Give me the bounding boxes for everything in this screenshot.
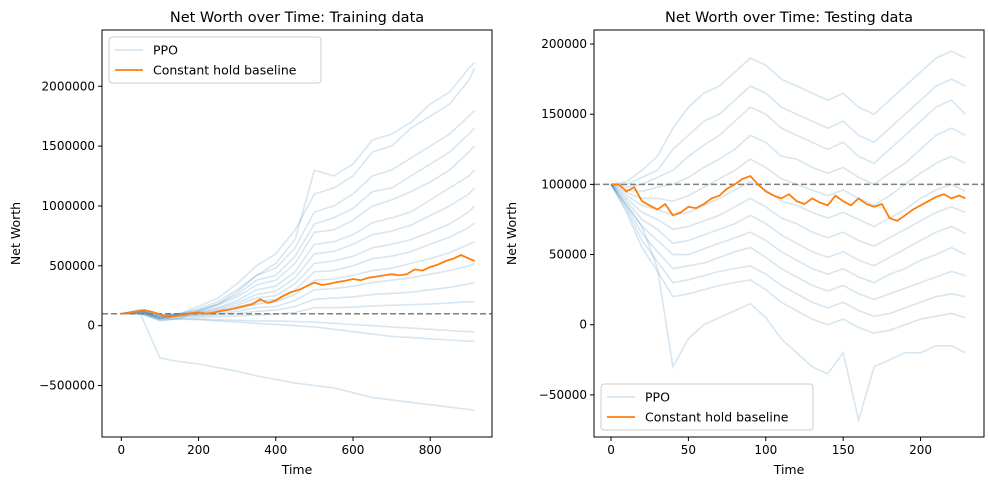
axes-frame: [101, 29, 493, 438]
ppo-run-line-10: [121, 281, 475, 319]
x-tick-label: 50: [681, 443, 696, 457]
y-tick-label: 200000: [541, 37, 587, 51]
legend-label: Constant hold baseline: [645, 410, 789, 425]
axes-frame: [593, 29, 985, 438]
ppo-run-line-15: [121, 61, 476, 322]
y-tick-label: 1500000: [42, 139, 95, 153]
plot-area: [594, 50, 984, 424]
y-tick-label: 0: [87, 319, 95, 333]
ppo-run-line-11: [121, 300, 475, 320]
ppo-run-line-13: [121, 312, 475, 342]
y-tick-label: −50000: [539, 388, 587, 402]
chart-training: 0 200 400 600 800 −500000 0 500000 1000000 150000…: [8, 10, 493, 477]
ppo-run-line-4: [610, 155, 966, 207]
x-axis-label: Time: [773, 462, 805, 477]
ppo-run-line-2: [610, 99, 966, 189]
ppo-run-line-6: [610, 183, 966, 247]
ppo-run-line-0: [610, 50, 966, 186]
y-tick-label: 1000000: [42, 199, 95, 213]
ppo-run-line-5: [610, 180, 966, 228]
plot-area: [102, 61, 492, 412]
ppo-run-line-11: [610, 184, 966, 334]
y-tick-label: 500000: [49, 259, 95, 273]
baseline-line: [121, 254, 475, 319]
x-tick-label: 400: [264, 443, 287, 457]
chart-title: Net Worth over Time: Testing data: [665, 10, 913, 26]
legend: PPO Constant hold baseline: [600, 383, 814, 431]
y-axis-label: Net Worth: [504, 202, 519, 265]
baseline-line: [611, 174, 966, 222]
y-tick-label: −500000: [39, 379, 95, 393]
x-axis-label: Time: [281, 462, 313, 477]
legend-label: Constant hold baseline: [153, 63, 297, 78]
ppo-run-line-10: [610, 183, 966, 318]
x-tick-label: 200: [909, 443, 932, 457]
x-tick-label: 0: [607, 443, 615, 457]
y-tick-label: 100000: [541, 177, 587, 191]
legend-label: PPO: [645, 390, 670, 405]
y-axis-label: Net Worth: [8, 202, 23, 265]
ppo-run-line-12: [610, 183, 966, 424]
legend-label: PPO: [153, 43, 178, 58]
x-tick-label: 150: [832, 443, 855, 457]
x-tick-label: 600: [342, 443, 365, 457]
x-tick-label: 100: [754, 443, 777, 457]
ppo-run-line-12: [121, 312, 475, 333]
y-tick-label: 50000: [549, 248, 587, 262]
ppo-run-line-4: [121, 169, 476, 320]
ppo-run-line-1: [121, 109, 476, 317]
ppo-run-line-0: [121, 67, 476, 320]
ppo-run-line-14: [121, 312, 475, 412]
chart-title: Net Worth over Time: Training data: [170, 10, 424, 26]
x-tick-label: 200: [187, 443, 210, 457]
ppo-run-line-7: [610, 183, 966, 267]
legend: PPO Constant hold baseline: [108, 36, 322, 84]
y-tick-label: 150000: [541, 107, 587, 121]
legend-box: [600, 383, 814, 431]
ppo-run-line-3: [121, 145, 476, 316]
ppo-run-line-8: [610, 183, 966, 284]
legend-box: [108, 36, 322, 84]
x-tick-label: 0: [117, 443, 125, 457]
ppo-run-line-5: [121, 187, 476, 317]
chart-testing: 0 50 100 150 200 −50000 0 50000 100000 150000 2000…: [504, 10, 985, 477]
ppo-run-line-2: [121, 127, 476, 319]
ppo-run-line-7: [121, 222, 476, 316]
x-tick-label: 800: [419, 443, 442, 457]
ppo-run-line-9: [610, 183, 966, 301]
y-tick-label: 2000000: [42, 79, 95, 93]
ppo-run-line-6: [121, 205, 476, 319]
y-tick-label: 0: [579, 318, 587, 332]
ppo-run-line-1: [611, 78, 966, 186]
